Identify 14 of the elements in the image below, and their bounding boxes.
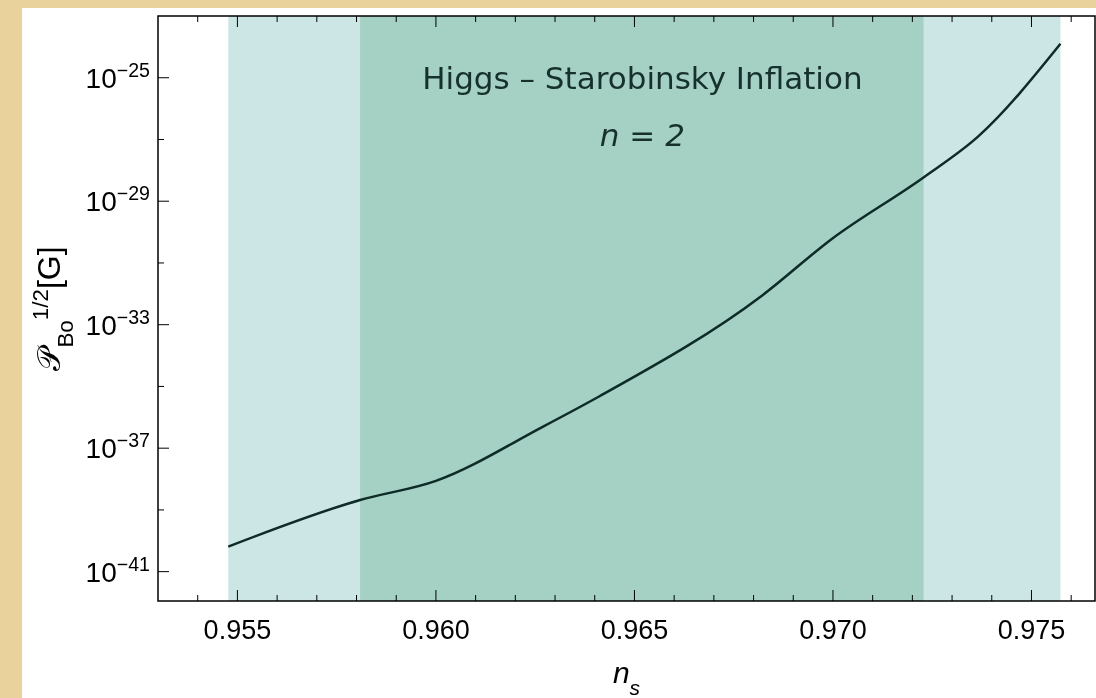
line-series <box>227 42 1062 548</box>
annotation: n = 2 <box>599 117 685 153</box>
x-tick-label: 0.970 <box>799 615 867 645</box>
x-tick-label: 0.960 <box>402 615 470 645</box>
y-tick-label: 10$^{−37}$ <box>85 429 150 465</box>
annotation: Higgs – Starobinsky Inflation <box>422 60 863 96</box>
x-axis-title: n$_{s}$ <box>612 656 641 698</box>
y-tick-label: 10$^{−29}$ <box>85 182 150 218</box>
x-tick-label: 0.975 <box>997 615 1066 645</box>
y-tick-label: 10$^{−41}$ <box>85 552 150 588</box>
x-tick-label: 0.965 <box>600 615 669 645</box>
y-tick-label: 10$^{−33}$ <box>85 305 151 341</box>
x-tick-label: 0.955 <box>203 615 272 645</box>
y-tick-label: 10$^{−25}$ <box>85 58 151 94</box>
